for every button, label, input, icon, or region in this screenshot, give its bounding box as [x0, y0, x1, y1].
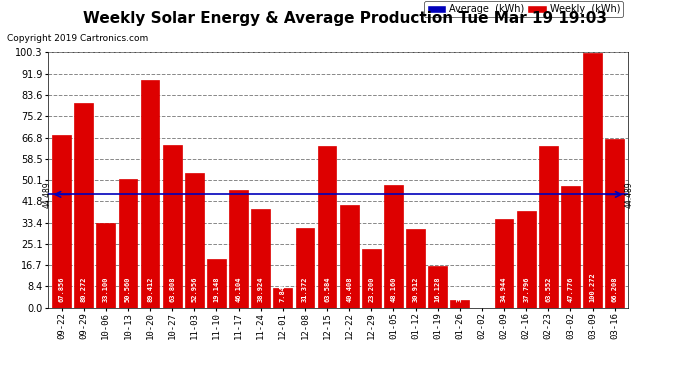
Bar: [339, 205, 359, 308]
Bar: [52, 135, 71, 308]
Bar: [295, 228, 315, 308]
Text: 7.840: 7.840: [279, 281, 286, 302]
Text: 89.412: 89.412: [147, 277, 153, 302]
Text: 16.128: 16.128: [435, 277, 441, 302]
Text: 23.200: 23.200: [368, 277, 374, 302]
Text: 63.584: 63.584: [324, 277, 330, 302]
Bar: [384, 185, 403, 308]
Text: 63.552: 63.552: [545, 277, 551, 302]
Bar: [561, 186, 580, 308]
Text: 31.372: 31.372: [302, 277, 308, 302]
Bar: [495, 219, 513, 308]
Bar: [273, 288, 292, 308]
Bar: [362, 249, 381, 308]
Text: 67.856: 67.856: [59, 277, 65, 302]
Text: 19.148: 19.148: [213, 277, 219, 302]
Text: 63.808: 63.808: [169, 277, 175, 302]
Text: 48.160: 48.160: [391, 277, 397, 302]
Bar: [75, 104, 93, 308]
Bar: [605, 139, 624, 308]
Text: 44.489: 44.489: [624, 181, 633, 208]
Bar: [406, 229, 425, 308]
Text: 33.100: 33.100: [103, 277, 109, 302]
Text: Copyright 2019 Cartronics.com: Copyright 2019 Cartronics.com: [7, 34, 148, 43]
Bar: [229, 190, 248, 308]
Text: 100.272: 100.272: [589, 273, 595, 302]
Text: 37.796: 37.796: [523, 277, 529, 302]
Text: 80.272: 80.272: [81, 277, 87, 302]
Bar: [141, 80, 159, 308]
Text: 3.012: 3.012: [457, 281, 463, 302]
Text: 40.408: 40.408: [346, 277, 352, 302]
Legend: Average  (kWh), Weekly  (kWh): Average (kWh), Weekly (kWh): [424, 1, 623, 17]
Bar: [517, 211, 535, 308]
Bar: [251, 209, 270, 308]
Bar: [583, 53, 602, 308]
Text: 46.104: 46.104: [235, 277, 242, 302]
Text: 50.560: 50.560: [125, 277, 131, 302]
Bar: [317, 146, 337, 308]
Bar: [185, 173, 204, 308]
Text: 44.489: 44.489: [43, 181, 52, 208]
Text: 30.912: 30.912: [413, 277, 419, 302]
Text: 34.944: 34.944: [501, 277, 507, 302]
Text: 47.776: 47.776: [567, 277, 573, 302]
Text: Weekly Solar Energy & Average Production Tue Mar 19 19:03: Weekly Solar Energy & Average Production…: [83, 11, 607, 26]
Text: 66.208: 66.208: [611, 277, 618, 302]
Bar: [207, 259, 226, 308]
Text: 52.956: 52.956: [191, 277, 197, 302]
Bar: [163, 145, 181, 308]
Bar: [119, 179, 137, 308]
Text: 38.924: 38.924: [257, 277, 264, 302]
Bar: [97, 224, 115, 308]
Bar: [539, 146, 558, 308]
Bar: [428, 267, 447, 308]
Bar: [451, 300, 469, 307]
